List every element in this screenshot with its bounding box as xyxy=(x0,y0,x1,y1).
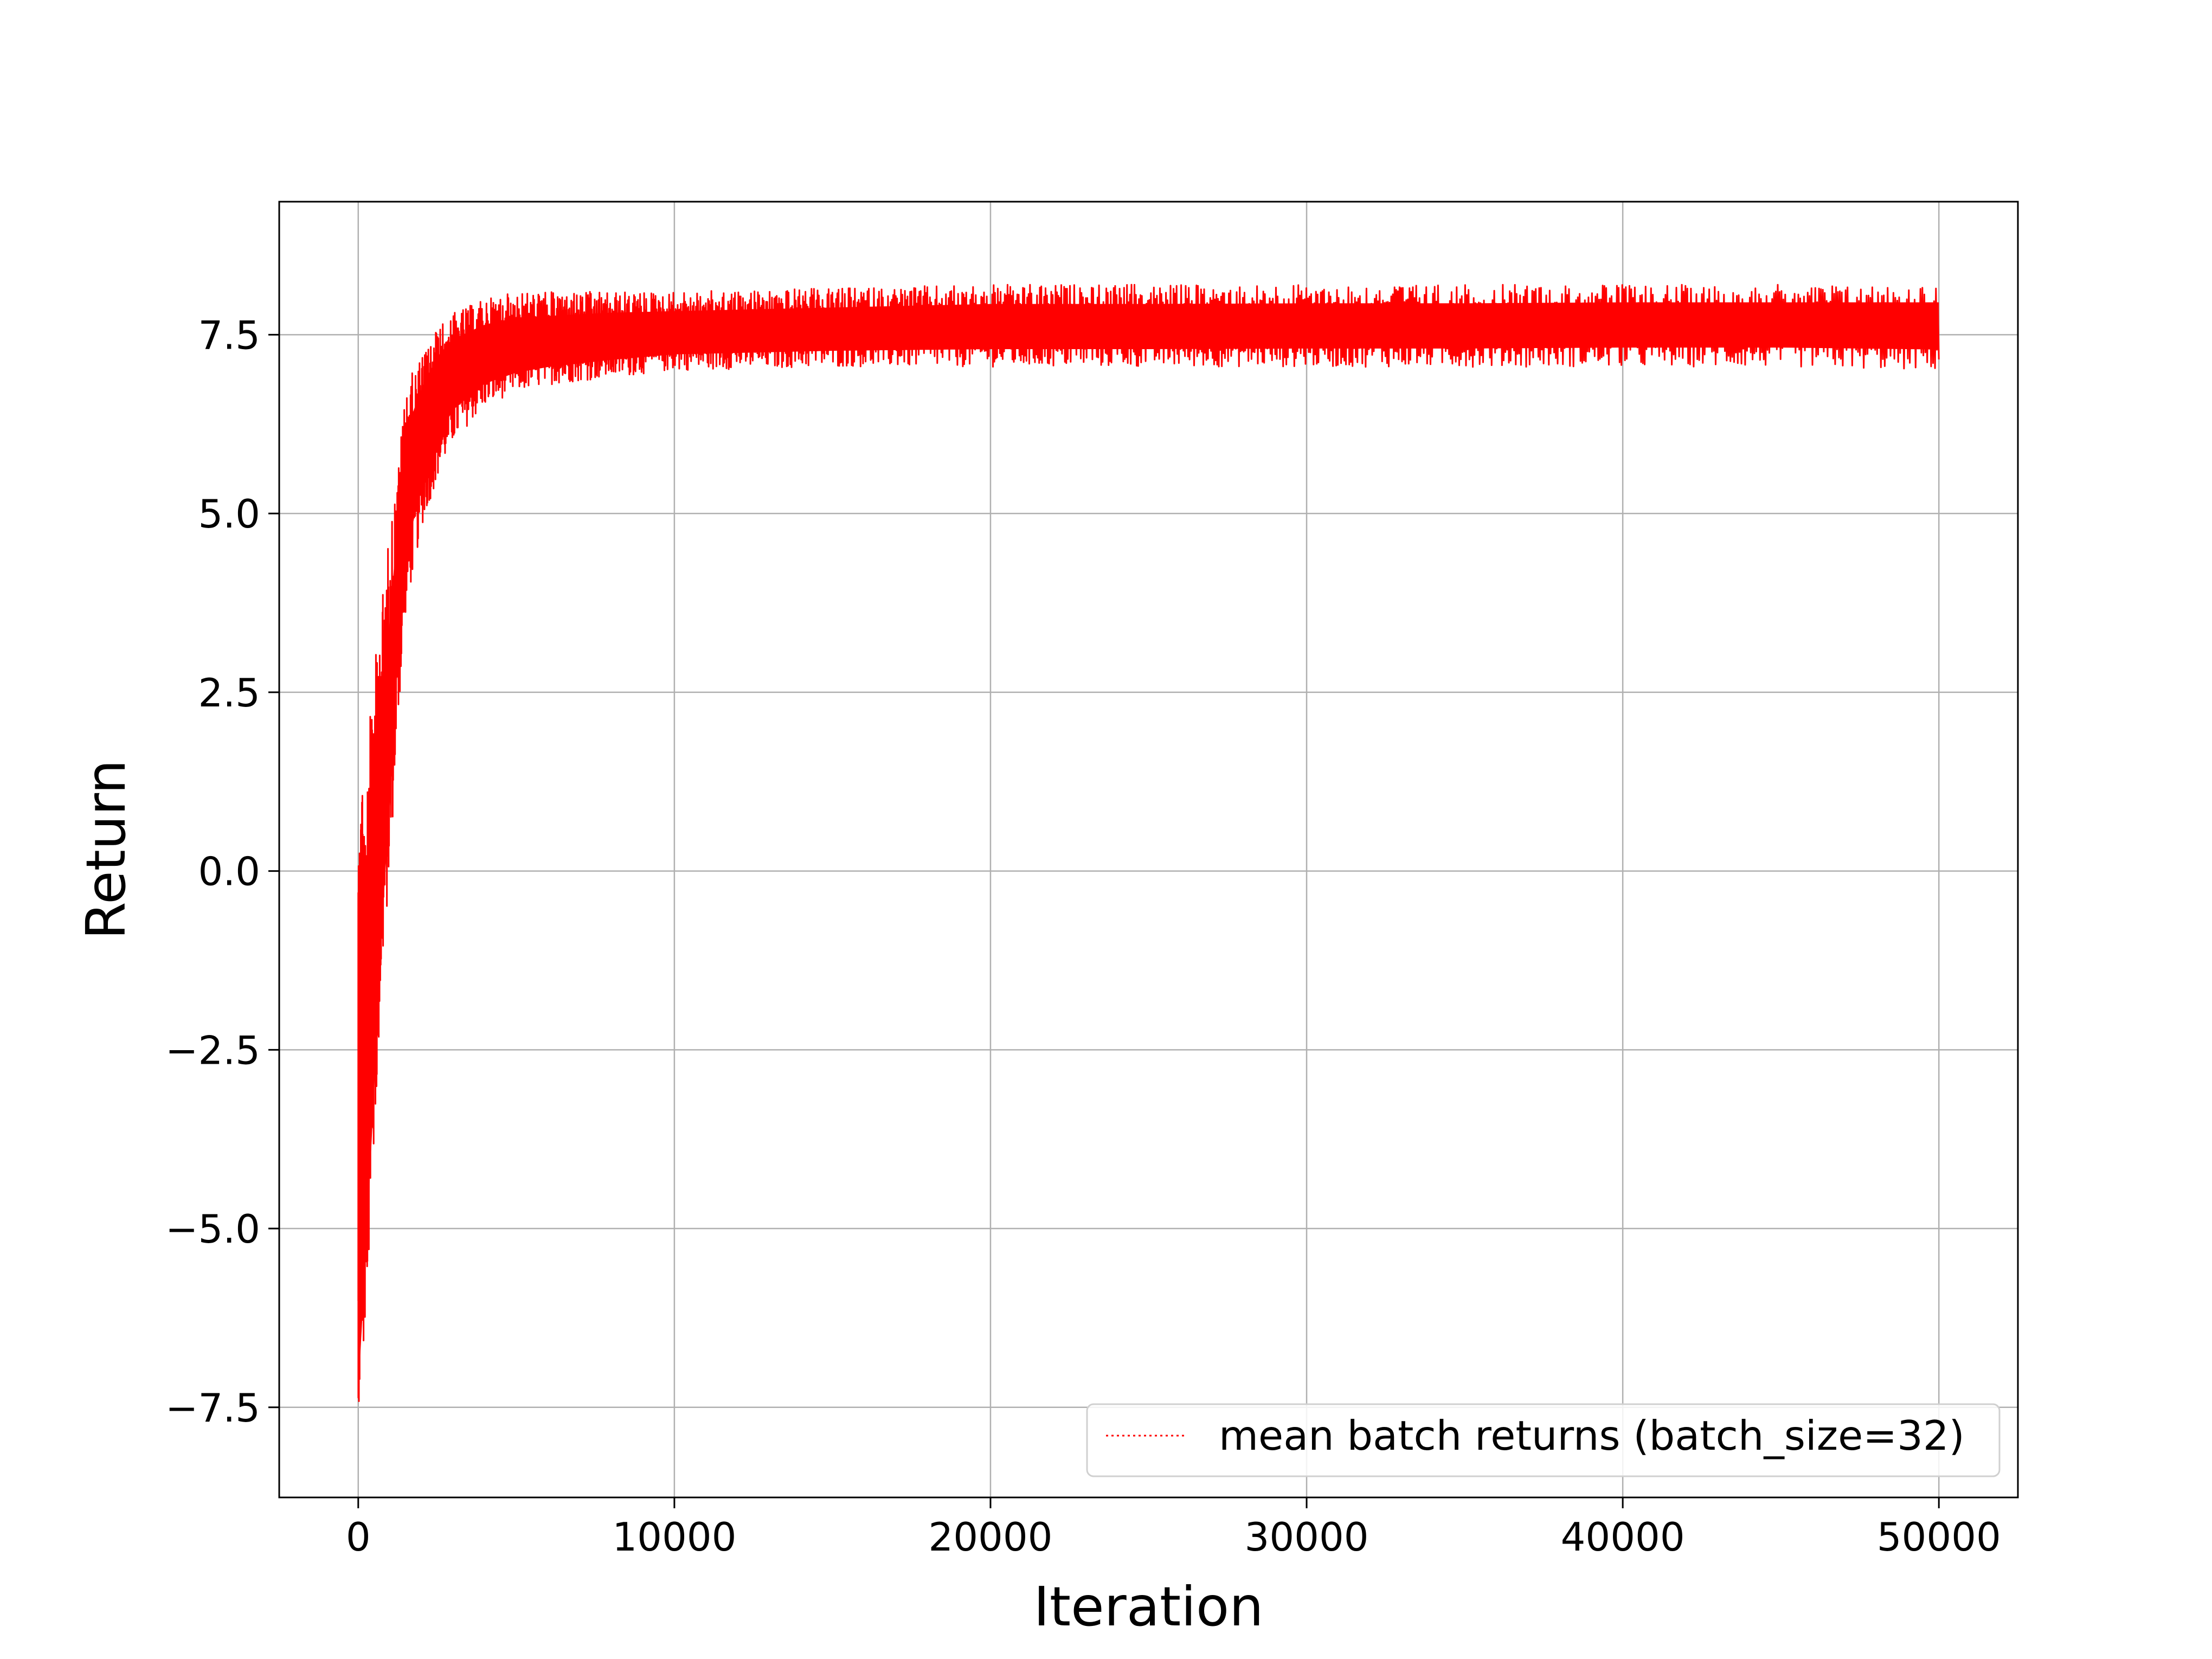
x-tick-label: 10000 xyxy=(612,1514,736,1560)
grid xyxy=(279,202,2018,1497)
y-tick-label: 5.0 xyxy=(198,491,260,537)
legend: mean batch returns (batch_size=32) xyxy=(1086,1403,2001,1477)
x-tick-label: 50000 xyxy=(1877,1514,2001,1560)
y-tick-label: 2.5 xyxy=(198,670,260,716)
x-tick-label: 40000 xyxy=(1561,1514,1685,1560)
y-tick-label: −5.0 xyxy=(165,1206,260,1252)
y-axis-title: Return xyxy=(74,760,138,940)
legend-box xyxy=(1086,1403,2001,1477)
legend-label: mean batch returns (batch_size=32) xyxy=(1219,1412,1965,1459)
x-tick-label: 0 xyxy=(346,1514,371,1560)
x-axis-title: Iteration xyxy=(1033,1575,1263,1638)
x-tick-label: 20000 xyxy=(928,1514,1052,1560)
y-tick-label: 0.0 xyxy=(198,849,260,895)
y-tick-label: 7.5 xyxy=(198,312,260,358)
ticks: 0 10000 20000 30000 40000 50000 −7.5 −5.0 −2.5 0.… xyxy=(165,312,2001,1560)
series-layer xyxy=(357,284,1940,1402)
y-tick-label: −2.5 xyxy=(165,1027,260,1073)
axes-frame xyxy=(278,201,2019,1499)
y-tick-label: −7.5 xyxy=(165,1385,260,1431)
x-tick-label: 30000 xyxy=(1245,1514,1369,1560)
